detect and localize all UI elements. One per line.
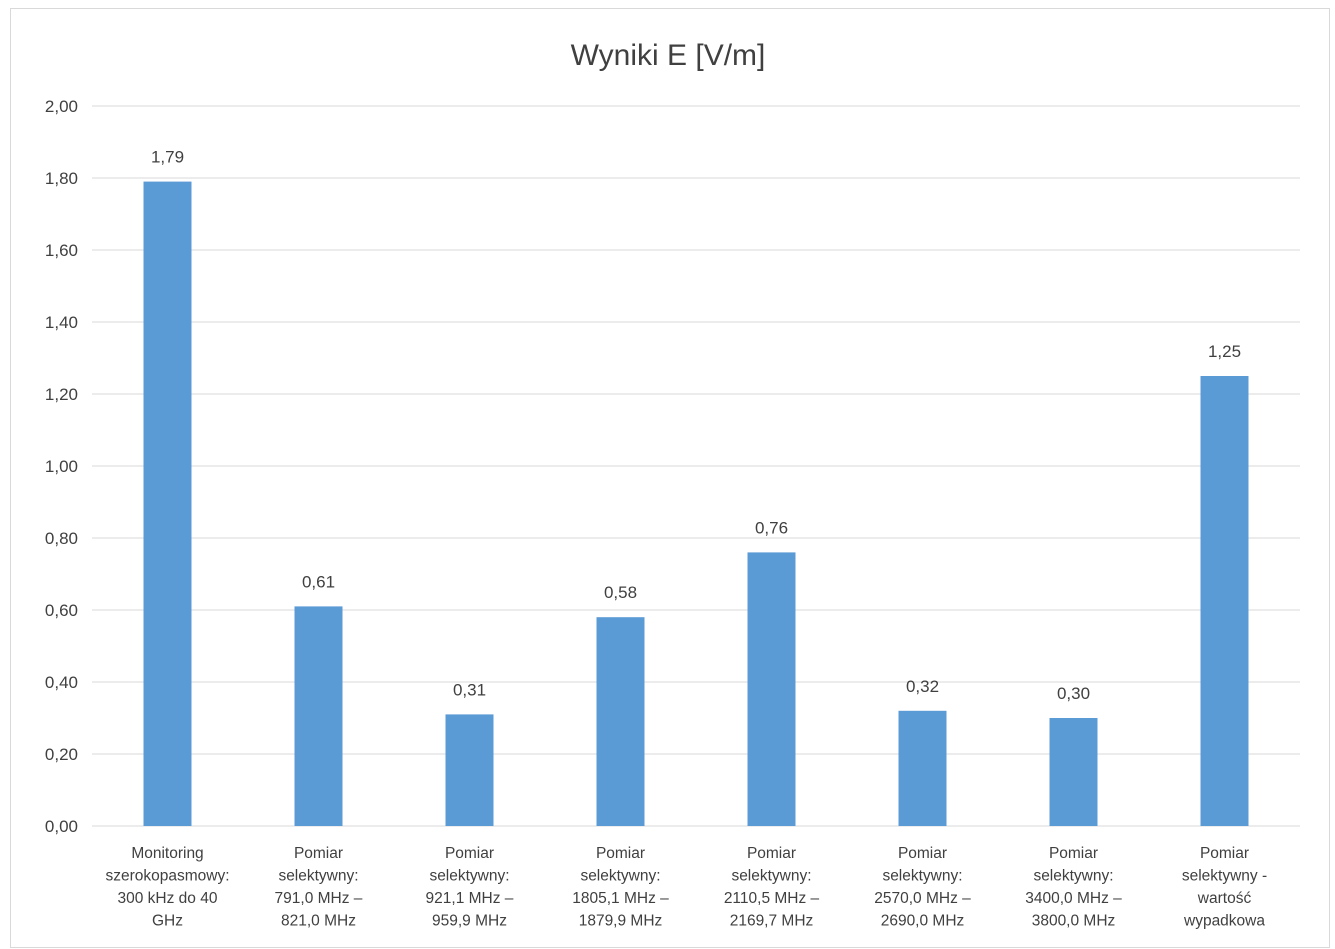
x-category-label-line: 791,0 MHz – <box>275 890 363 907</box>
x-category-label-line: GHz <box>152 913 183 930</box>
bar <box>898 710 947 826</box>
x-category-label-line: selektywny - <box>1182 868 1267 885</box>
x-category-label-line: selektywny: <box>731 868 811 885</box>
data-label: 0,32 <box>906 677 939 696</box>
x-category-label-line: wartość <box>1197 890 1252 907</box>
data-label: 0,30 <box>1057 684 1090 703</box>
y-axis-tick-labels: 0,00 0,20 0,40 0,60 0,80 1,00 1,20 1,40 1,60 1,80… <box>45 97 78 836</box>
y-tick-label: 1,60 <box>45 241 78 260</box>
x-category-label-line: 921,1 MHz – <box>426 890 514 907</box>
x-category-label-line: Pomiar <box>1200 845 1249 862</box>
x-category-label-line: szerokopasmowy: <box>105 868 229 885</box>
x-category-label: Pomiar selektywny: 921,1 MHz – 959,9 MHz <box>426 845 514 930</box>
data-label: 1,79 <box>151 148 184 167</box>
x-category-label-line: Monitoring <box>131 845 203 862</box>
y-tick-label: 1,20 <box>45 385 78 404</box>
y-tick-label: 1,00 <box>45 457 78 476</box>
bar <box>143 181 192 827</box>
y-tick-label: 0,60 <box>45 601 78 620</box>
data-label: 0,31 <box>453 680 486 699</box>
data-labels: 1,79 0,61 0,31 0,58 0,76 0,32 0,30 1,25 <box>151 148 1241 703</box>
chart-title: Wyniki E [V/m] <box>571 39 766 72</box>
grid-lines <box>92 105 1300 827</box>
bar <box>747 552 796 826</box>
y-tick-label: 0,80 <box>45 529 78 548</box>
x-category-label: Pomiar selektywny - wartość wypadkowa <box>1182 845 1267 930</box>
x-category-label-line: selektywny: <box>429 868 509 885</box>
x-category-label-line: 1879,9 MHz <box>579 913 663 930</box>
y-tick-label: 2,00 <box>45 97 78 116</box>
y-tick-label: 1,80 <box>45 169 78 188</box>
x-category-label-line: selektywny: <box>882 868 962 885</box>
data-label: 0,58 <box>604 583 637 602</box>
data-label: 0,61 <box>302 572 335 591</box>
x-category-label-line: selektywny: <box>278 868 358 885</box>
x-category-label: Pomiar selektywny: 791,0 MHz – 821,0 MHz <box>275 845 363 930</box>
bar <box>445 714 494 826</box>
y-tick-label: 0,40 <box>45 673 78 692</box>
x-category-label-line: 3400,0 MHz – <box>1025 890 1122 907</box>
bar <box>1200 376 1249 826</box>
x-category-label-line: selektywny: <box>580 868 660 885</box>
x-category-label-line: Pomiar <box>747 845 796 862</box>
x-category-label-line: 3800,0 MHz <box>1032 913 1116 930</box>
x-category-label-line: 2570,0 MHz – <box>874 890 971 907</box>
x-category-label-line: Pomiar <box>445 845 494 862</box>
data-label: 1,25 <box>1208 342 1241 361</box>
x-category-label-line: Pomiar <box>898 845 947 862</box>
x-category-label-line: 959,9 MHz <box>432 913 507 930</box>
chart-frame <box>10 8 1330 948</box>
x-category-label-line: Pomiar <box>596 845 645 862</box>
x-category-label-line: 821,0 MHz <box>281 913 356 930</box>
x-axis-category-labels: Monitoring szerokopasmowy: 300 kHz do 40 GH… <box>105 845 1267 930</box>
x-category-label-line: selektywny: <box>1033 868 1113 885</box>
x-category-label: Pomiar selektywny: 1805,1 MHz – 1879,9 MHz <box>572 845 669 930</box>
y-tick-label: 1,40 <box>45 313 78 332</box>
y-tick-label: 0,20 <box>45 745 78 764</box>
bar <box>294 606 343 826</box>
x-category-label: Pomiar selektywny: 2570,0 MHz – 2690,0 MHz <box>874 845 971 930</box>
x-category-label-line: 300 kHz do 40 <box>118 890 218 907</box>
x-category-label-line: 2169,7 MHz <box>730 913 814 930</box>
x-category-label-line: 1805,1 MHz – <box>572 890 669 907</box>
bar <box>1049 718 1098 826</box>
bar <box>596 617 645 826</box>
x-category-label: Pomiar selektywny: 2110,5 MHz – 2169,7 MHz <box>724 845 820 930</box>
y-tick-label: 0,00 <box>45 817 78 836</box>
x-category-label: Monitoring szerokopasmowy: 300 kHz do 40 GH… <box>105 845 229 930</box>
data-label: 0,76 <box>755 518 788 537</box>
x-category-label-line: Pomiar <box>294 845 343 862</box>
x-category-label-line: wypadkowa <box>1183 913 1265 930</box>
x-category-label-line: Pomiar <box>1049 845 1098 862</box>
x-category-label-line: 2690,0 MHz <box>881 913 965 930</box>
x-category-label: Pomiar selektywny: 3400,0 MHz – 3800,0 MHz <box>1025 845 1122 930</box>
x-category-label-line: 2110,5 MHz – <box>724 890 820 907</box>
bars <box>143 181 1249 827</box>
